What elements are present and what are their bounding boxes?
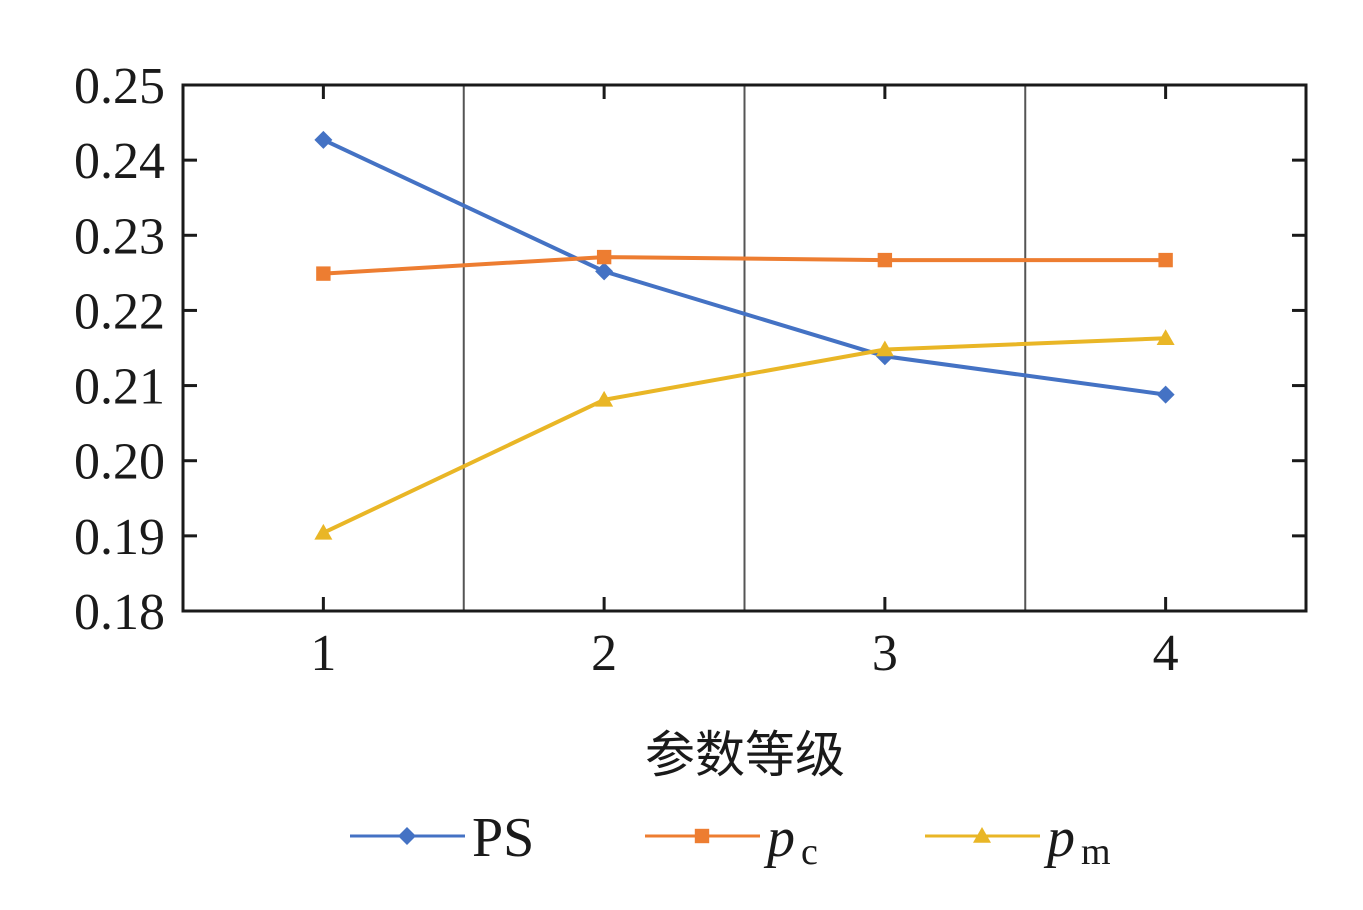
data-point-diamond [398,827,416,845]
series-layer [314,130,1175,540]
axis-ticks [183,83,1306,613]
y-tick-label: 0.22 [74,283,165,340]
data-point-diamond [1156,385,1175,404]
y-tick-label: 0.23 [74,208,165,265]
data-point-diamond [595,262,614,281]
y-tick-label: 0.24 [74,133,165,190]
series-pc [316,249,1173,281]
data-point-diamond [314,130,333,149]
data-point-square [1158,252,1173,268]
series-PS [314,130,1175,404]
data-point-square [694,828,710,844]
data-point-triangle [595,390,614,407]
data-point-square [877,252,893,268]
series-pm [314,329,1175,540]
level-separators [462,85,1027,611]
data-point-triangle [314,523,333,540]
y-tick-label: 0.19 [74,509,165,566]
series-line [323,255,1166,276]
legend-label-subscript: c [801,831,818,873]
x-axis-tick-labels: 1 2 3 4 [310,625,1178,682]
y-tick-label: 0.21 [74,359,165,416]
legend-item-PS: PS [350,807,534,869]
legend-label-main: p [1043,807,1075,869]
data-point-square [596,249,612,265]
x-tick-label: 4 [1153,625,1179,682]
legend-label: PS [472,807,534,869]
legend-label-subscript: m [1081,831,1111,873]
x-tick-label: 2 [591,625,617,682]
series-line [322,336,1166,535]
data-point-triangle [875,340,894,357]
x-tick-label: 3 [872,625,898,682]
x-tick-label: 1 [310,625,336,682]
data-point-triangle [1156,329,1175,345]
legend-label-main: PS [472,807,534,869]
series-line [322,138,1166,397]
y-tick-label: 0.25 [74,58,165,115]
y-axis-tick-labels: 0.18 0.19 0.20 0.21 0.22 0.23 0.24 0.25 [74,58,165,641]
y-tick-label: 0.20 [74,434,165,491]
x-axis-title: 参数等级 [645,726,845,784]
data-point-triangle [973,827,991,843]
legend: PS p c p m [350,807,1111,873]
data-point-square [316,266,331,281]
plot-frame [181,83,1308,613]
legend-label-main: p [763,807,795,869]
y-tick-label: 0.18 [74,584,165,641]
